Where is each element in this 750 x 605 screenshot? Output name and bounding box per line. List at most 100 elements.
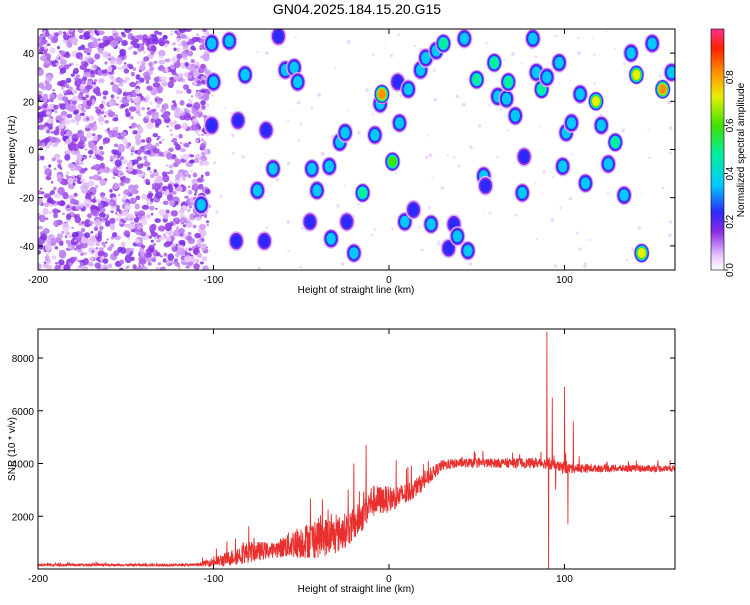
noise-speckle (151, 232, 155, 236)
noise-speckle (77, 104, 83, 110)
signal-blob (405, 199, 422, 220)
noise-speckle (81, 96, 87, 100)
noise-speckle (136, 225, 142, 230)
noise-speckle (102, 90, 109, 96)
noise-speckle (145, 137, 152, 144)
noise-speckle (135, 88, 141, 95)
noise-speckle (136, 156, 142, 161)
noise-speckle (176, 224, 179, 228)
noise-speckle (154, 218, 161, 223)
noise-speckle (111, 29, 118, 34)
noise-speckle (44, 244, 52, 252)
noise-speckle (112, 176, 116, 179)
noise-speckle (68, 86, 73, 92)
colorbar-tick-label: 0.2 (725, 214, 736, 228)
noise-speckle (196, 33, 199, 37)
noise-speckle (45, 31, 50, 37)
noise-speckle (172, 100, 176, 103)
noise-speckle (592, 37, 595, 40)
noise-speckle (149, 66, 155, 71)
noise-speckle (38, 214, 46, 223)
colorbar-gradient (710, 28, 725, 271)
noise-speckle (38, 105, 42, 111)
noise-speckle (40, 233, 48, 241)
noise-speckle (118, 82, 124, 87)
noise-speckle (175, 144, 181, 151)
noise-speckle (83, 61, 89, 67)
noise-speckle (347, 110, 350, 113)
noise-speckle (133, 43, 140, 49)
noise-speckle (89, 154, 92, 158)
noise-speckle (64, 83, 69, 88)
noise-speckle (164, 67, 169, 73)
noise-speckle (151, 34, 158, 42)
noise-speckle (84, 47, 92, 53)
noise-speckle (94, 87, 98, 92)
noise-speckle (110, 60, 116, 65)
noise-speckle (117, 78, 124, 84)
noise-speckle (90, 231, 94, 234)
noise-speckle (73, 178, 77, 182)
noise-speckle (92, 164, 98, 169)
noise-speckle (125, 213, 130, 218)
chart-title: GN04.2025.184.15.20.G15 (273, 1, 441, 17)
noise-speckle (75, 79, 82, 86)
noise-speckle (79, 84, 85, 91)
noise-speckle (193, 47, 196, 51)
noise-speckle (131, 71, 135, 77)
noise-speckle (59, 103, 67, 110)
noise-speckle (151, 111, 159, 120)
noise-speckle (167, 183, 173, 189)
noise-speckle (119, 100, 122, 103)
noise-speckle (80, 259, 84, 263)
noise-speckle (137, 126, 144, 134)
noise-speckle (158, 31, 163, 36)
noise-speckle (91, 250, 95, 253)
signal-blob (633, 243, 650, 264)
noise-speckle (189, 100, 193, 105)
noise-speckle (109, 217, 116, 224)
noise-speckle (197, 133, 201, 137)
noise-speckle (99, 103, 104, 109)
noise-speckle (64, 150, 71, 156)
noise-speckle (65, 77, 72, 83)
noise-speckle (477, 124, 482, 128)
noise-speckle (174, 258, 178, 263)
noise-speckle (235, 107, 238, 110)
noise-speckle (110, 40, 118, 48)
signal-blob (309, 180, 325, 201)
noise-speckle (469, 145, 473, 150)
noise-speckle (438, 240, 440, 242)
noise-speckle (297, 100, 301, 105)
noise-speckle (93, 196, 97, 199)
noise-speckle (81, 220, 85, 225)
noise-speckle (205, 103, 210, 108)
signal-blob (572, 84, 589, 105)
noise-speckle (99, 247, 104, 252)
noise-speckle (124, 223, 130, 228)
noise-speckle (183, 143, 190, 148)
noise-speckle (51, 109, 55, 113)
noise-speckle (115, 56, 123, 65)
noise-speckle (128, 184, 136, 191)
noise-speckle (123, 230, 131, 237)
noise-speckle (124, 203, 131, 211)
noise-speckle (668, 220, 673, 224)
noise-speckle (56, 201, 62, 206)
signal-blob (366, 125, 383, 145)
noise-speckle (413, 44, 416, 48)
noise-speckle (93, 65, 97, 69)
noise-speckle (43, 165, 48, 170)
noise-speckle (178, 228, 185, 234)
noise-speckle (188, 99, 191, 102)
noise-speckle (120, 218, 124, 223)
noise-speckle (202, 265, 209, 270)
noise-speckle (78, 93, 84, 100)
noise-speckle (98, 50, 104, 55)
y-tick-label: 4000 (12, 460, 35, 471)
noise-speckle (194, 190, 198, 194)
noise-speckle (38, 190, 42, 195)
noise-speckle (614, 47, 617, 50)
noise-speckle (131, 36, 136, 42)
noise-speckle (53, 186, 57, 191)
